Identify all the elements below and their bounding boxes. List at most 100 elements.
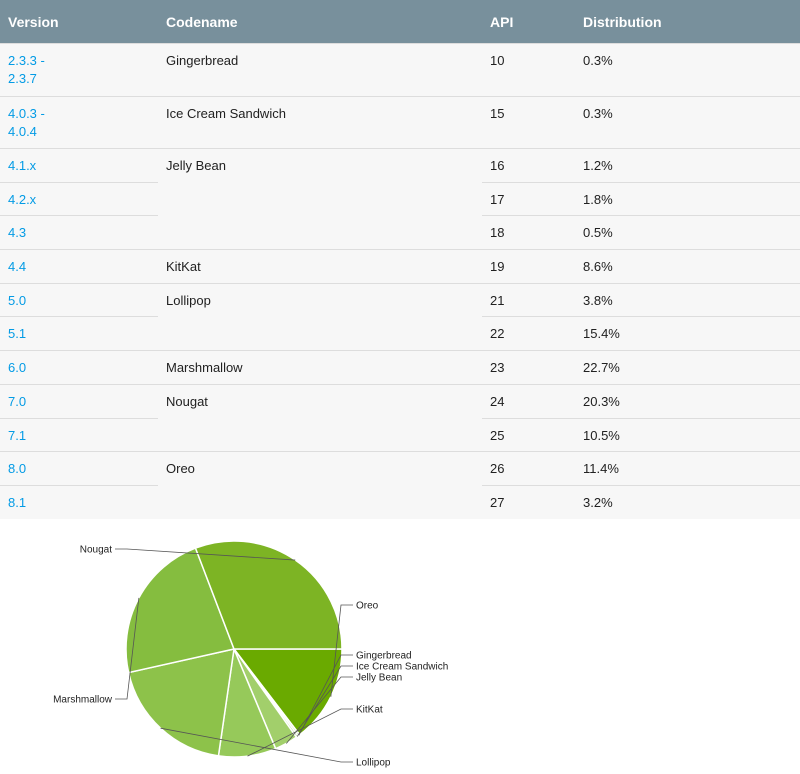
pie-label: Jelly Bean: [356, 673, 402, 684]
table-body: 2.3.3 - 2.3.7 Gingerbread 10 0.3% 4.0.3 - 4.…: [0, 43, 800, 520]
table-row: 4.2.x 17 1.8%: [0, 181, 800, 216]
distribution-cell: 0.3%: [575, 95, 800, 149]
version-cell: 4.3: [0, 215, 158, 250]
pie-label: Oreo: [356, 601, 379, 612]
api-cell: 16: [482, 148, 575, 183]
version-link[interactable]: 4.2.x: [8, 191, 37, 207]
header-version: Version: [0, 0, 158, 44]
version-cell: 8.0: [0, 451, 158, 486]
header-distribution: Distribution: [575, 0, 800, 44]
version-cell: 4.0.3 - 4.0.4: [0, 95, 158, 149]
distribution-cell: 15.4%: [575, 316, 800, 351]
api-cell: 23: [482, 350, 575, 385]
distribution-cell: 0.5%: [575, 215, 800, 250]
api-cell: 18: [482, 215, 575, 250]
version-link[interactable]: 4.3: [8, 225, 27, 241]
table-row: 7.1 25 10.5%: [0, 417, 800, 452]
version-link[interactable]: 4.0.3 - 4.0.4: [8, 105, 45, 139]
version-cell: 4.1.x: [0, 148, 158, 183]
version-cell: 7.0: [0, 383, 158, 418]
pie-leader-lines: [115, 548, 353, 763]
version-cell: 2.3.3 - 2.3.7: [0, 43, 158, 96]
version-link[interactable]: 4.4: [8, 259, 27, 275]
version-link[interactable]: 7.1: [8, 427, 27, 443]
leader-line: [160, 727, 353, 763]
codename-cell: Gingerbread: [158, 43, 482, 96]
codename-cell: Lollipop: [158, 282, 482, 351]
pie-label: Marshmallow: [53, 695, 113, 706]
distribution-cell: 11.4%: [575, 451, 800, 486]
table-row: 2.3.3 - 2.3.7 Gingerbread 10 0.3%: [0, 43, 800, 96]
distribution-cell: 20.3%: [575, 383, 800, 418]
table-row: 8.1 27 3.2%: [0, 484, 800, 520]
version-cell: 4.2.x: [0, 181, 158, 216]
pie-slice-lollipop: [127, 648, 235, 757]
api-cell: 24: [482, 383, 575, 418]
api-cell: 21: [482, 282, 575, 317]
api-cell: 25: [482, 417, 575, 452]
codename-cell: Jelly Bean: [158, 147, 482, 250]
version-link[interactable]: 4.1.x: [8, 158, 37, 173]
codename-cell: KitKat: [158, 249, 482, 284]
version-link[interactable]: 8.1: [8, 494, 27, 510]
pie-label: Lollipop: [356, 758, 391, 769]
leader-line: [115, 548, 296, 561]
version-link[interactable]: 8.0: [8, 461, 27, 477]
table-row: 4.0.3 - 4.0.4 Ice Cream Sandwich 15 0.3%: [0, 95, 800, 149]
api-cell: 10: [482, 43, 575, 96]
distribution-cell: 1.2%: [575, 148, 800, 183]
version-cell: 7.1: [0, 417, 158, 452]
codename-cell: Nougat: [158, 383, 482, 452]
table-row: 4.1.x Jelly Bean 16 1.2%: [0, 147, 800, 250]
distribution-cell: 3.2%: [575, 484, 800, 520]
leader-line: [247, 708, 353, 757]
table-row: 5.1 22 15.4%: [0, 316, 800, 351]
distribution-cell: 10.5%: [575, 417, 800, 452]
distribution-cell: 22.7%: [575, 350, 800, 385]
version-link[interactable]: 2.3.3 - 2.3.7: [8, 53, 45, 86]
pie-label: Gingerbread: [356, 651, 412, 662]
api-cell: 19: [482, 249, 575, 284]
pie-label: Nougat: [80, 545, 112, 556]
codename-cell: Marshmallow: [158, 350, 482, 385]
leader-line: [298, 654, 353, 736]
table-row: 8.0 Oreo 26 11.4%: [0, 451, 800, 520]
version-cell: 6.0: [0, 350, 158, 385]
table-row: 5.0 Lollipop 21 3.8%: [0, 282, 800, 351]
codename-cell: Ice Cream Sandwich: [158, 95, 482, 149]
leader-line: [330, 604, 353, 697]
api-cell: 17: [482, 181, 575, 216]
version-link[interactable]: 5.0: [8, 292, 27, 308]
api-cell: 22: [482, 316, 575, 351]
distribution-cell: 8.6%: [575, 249, 800, 284]
pie-label: KitKat: [356, 705, 383, 716]
version-link[interactable]: 6.0: [8, 360, 27, 376]
distribution-cell: 0.3%: [575, 43, 800, 96]
api-cell: 15: [482, 95, 575, 149]
version-cell: 5.0: [0, 282, 158, 317]
header-codename: Codename: [158, 0, 482, 44]
leader-line: [115, 597, 140, 700]
distribution-table: Version Codename API Distribution 2.3.3 …: [0, 0, 800, 520]
leader-line: [286, 676, 353, 744]
pie-slice-oreo: [232, 648, 343, 736]
version-link[interactable]: 7.0: [8, 393, 27, 409]
api-cell: 27: [482, 484, 575, 520]
table-row: 4.4 KitKat 19 8.6%: [0, 249, 800, 284]
distribution-cell: 1.8%: [575, 181, 800, 216]
table-header-row: Version Codename API Distribution: [0, 0, 800, 44]
version-link[interactable]: 5.1: [8, 326, 27, 342]
version-cell: 5.1: [0, 316, 158, 351]
version-cell: 8.1: [0, 484, 158, 520]
table-row: 4.3 18 0.5%: [0, 215, 800, 250]
codename-cell: Oreo: [158, 451, 482, 520]
table-row: 7.0 Nougat 24 20.3%: [0, 383, 800, 452]
distribution-cell: 3.8%: [575, 282, 800, 317]
header-api: API: [482, 0, 575, 44]
version-cell: 4.4: [0, 249, 158, 284]
table-row: 6.0 Marshmallow 23 22.7%: [0, 350, 800, 385]
pie-label: Ice Cream Sandwich: [356, 662, 448, 673]
api-cell: 26: [482, 451, 575, 486]
